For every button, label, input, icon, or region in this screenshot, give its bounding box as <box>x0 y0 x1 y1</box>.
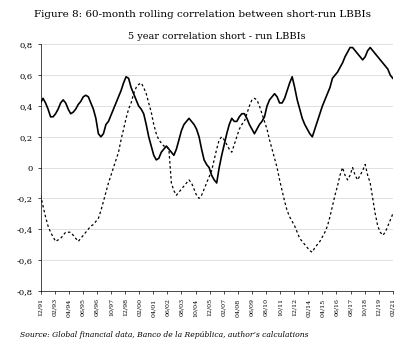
Text: Source: Global financial data, Banco de la República, author’s calculations: Source: Global financial data, Banco de … <box>20 331 309 339</box>
Text: Figure 8: 60-month rolling correlation between short-run LBBIs: Figure 8: 60-month rolling correlation b… <box>34 10 371 19</box>
Title: 5 year correlation short - run LBBIs: 5 year correlation short - run LBBIs <box>128 32 305 41</box>
